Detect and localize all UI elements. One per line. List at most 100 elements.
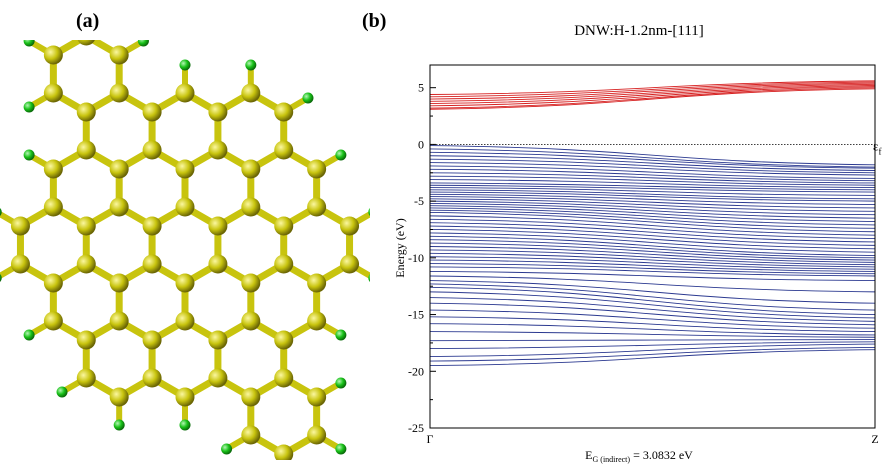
- valence-band-5: [429, 162, 876, 176]
- conduction-band-4: [429, 82, 876, 100]
- conduction-band-3: [429, 83, 876, 102]
- silicon-atom: [208, 216, 228, 236]
- valence-band-56: [429, 347, 876, 362]
- valence-band-33: [429, 242, 876, 261]
- hydrogen-atom: [245, 59, 257, 71]
- valence-band-45: [429, 286, 876, 316]
- hydrogen-atom: [179, 419, 191, 431]
- silicon-atom: [43, 45, 63, 65]
- bands-layer: [429, 80, 876, 367]
- valence-band-57: [429, 349, 876, 367]
- y-tick-label: -20: [408, 364, 424, 378]
- silicon-atom: [274, 140, 294, 160]
- y-tick-label: -25: [408, 421, 424, 435]
- silicon-atom: [307, 387, 327, 407]
- silicon-atom: [43, 311, 63, 331]
- silicon-atom: [175, 387, 195, 407]
- silicon-atom: [10, 216, 30, 236]
- silicon-atom: [109, 45, 129, 65]
- valence-band-7: [429, 168, 876, 182]
- silicon-atom: [76, 216, 96, 236]
- valence-band-3: [429, 155, 876, 171]
- silicon-atom: [77, 40, 95, 46]
- silicon-atom: [109, 311, 129, 331]
- valence-band-16: [429, 193, 876, 205]
- silicon-atom: [241, 311, 261, 331]
- valence-band-44: [429, 283, 876, 311]
- conduction-band-0: [429, 87, 876, 109]
- silicon-atom: [43, 83, 63, 103]
- silicon-atom: [241, 425, 261, 445]
- bandgap-symbol: E: [585, 448, 592, 462]
- silicon-atom: [10, 254, 30, 274]
- silicon-atom: [76, 102, 96, 122]
- valence-band-21: [429, 205, 876, 222]
- valence-band-40: [429, 266, 876, 277]
- hydrogen-atom: [368, 208, 370, 216]
- hydrogen-atom: [179, 59, 191, 71]
- silicon-atom: [274, 254, 294, 274]
- silicon-atom: [142, 330, 162, 350]
- valence-band-14: [429, 189, 876, 200]
- valence-band-1: [429, 148, 876, 168]
- valence-band-12: [429, 184, 876, 193]
- valence-band-53: [429, 339, 876, 342]
- hydrogen-atom: [0, 274, 2, 282]
- hydrogen-atom: [23, 40, 35, 47]
- conduction-band-6: [429, 80, 876, 95]
- hydrogen-atom: [368, 274, 370, 282]
- valence-band-0: [429, 145, 876, 166]
- silicon-atom: [175, 83, 195, 103]
- silicon-atom: [208, 102, 228, 122]
- y-tick-label: -15: [408, 308, 424, 322]
- silicon-atom: [43, 273, 63, 293]
- valence-band-28: [429, 225, 876, 246]
- hydrogen-atom: [113, 419, 125, 431]
- silicon-atom: [241, 273, 261, 293]
- valence-band-17: [429, 196, 876, 209]
- valence-band-27: [429, 222, 876, 243]
- valence-band-18: [429, 198, 876, 212]
- valence-band-39: [429, 263, 876, 275]
- silicon-atom: [142, 368, 162, 388]
- panel-label-a: (a): [76, 10, 100, 32]
- silicon-atom: [175, 311, 195, 331]
- silicon-atom: [241, 387, 261, 407]
- silicon-atom: [274, 330, 294, 350]
- valence-band-11: [429, 182, 876, 191]
- silicon-atom: [175, 197, 195, 217]
- silicon-atom: [109, 387, 129, 407]
- valence-band-55: [429, 343, 876, 357]
- bandgap-subscript: G (indirect): [593, 455, 631, 464]
- valence-band-24: [429, 212, 876, 233]
- bandgap-value: = 3.0832 eV: [630, 448, 693, 462]
- silicon-atom: [241, 159, 261, 179]
- valence-band-38: [429, 259, 876, 272]
- chart-title: DNW:H-1.2nm-[111]: [574, 23, 704, 39]
- hydrogen-atom: [23, 101, 35, 113]
- valence-band-50: [429, 316, 876, 333]
- y-tick-label: 5: [418, 81, 424, 95]
- bandgap-footer: EG (indirect) = 3.0832 eV: [585, 448, 693, 464]
- valence-band-37: [429, 256, 876, 270]
- hydrogen-atom: [137, 40, 149, 47]
- silicon-atom: [43, 159, 63, 179]
- valence-band-47: [429, 297, 876, 322]
- valence-band-26: [429, 218, 876, 240]
- valence-band-42: [429, 275, 876, 293]
- silicon-atom: [274, 102, 294, 122]
- valence-band-25: [429, 215, 876, 236]
- hydrogen-atom: [221, 443, 233, 455]
- silicon-atom: [142, 140, 162, 160]
- y-axis-label: Energy (eV): [393, 218, 407, 277]
- plot-frame: [429, 64, 876, 429]
- x-tick-label: Γ: [427, 432, 434, 446]
- silicon-atom: [142, 254, 162, 274]
- valence-band-6: [429, 165, 876, 179]
- silicon-atom: [175, 159, 195, 179]
- conduction-band-7: [429, 88, 876, 110]
- atom-layer: [0, 40, 370, 460]
- silicon-atom: [142, 102, 162, 122]
